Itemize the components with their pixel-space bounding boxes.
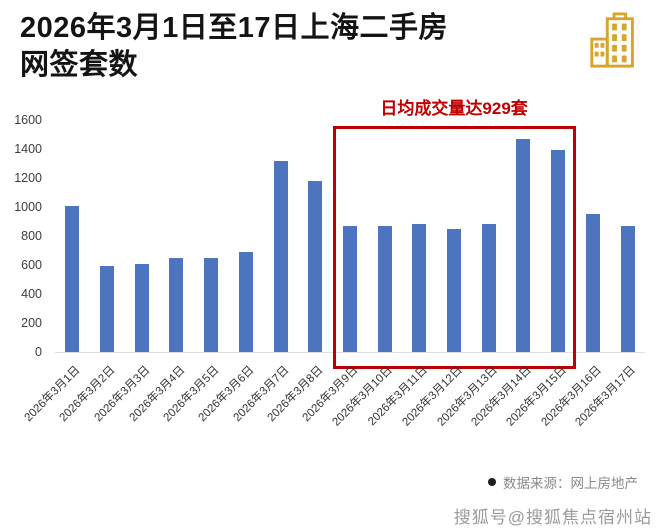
bar-slot (506, 120, 541, 352)
bar-slot (576, 120, 611, 352)
bar (273, 160, 288, 352)
bar-slot (159, 120, 194, 352)
bar (169, 257, 184, 352)
bar (204, 257, 219, 352)
bar-slot (124, 120, 159, 352)
bar (551, 150, 566, 352)
bar-slot (541, 120, 576, 352)
y-tick-label: 0 (35, 345, 42, 359)
bar (516, 138, 531, 352)
y-tick-label: 1400 (14, 142, 42, 156)
x-slot: 2026年3月17日 (574, 356, 645, 448)
y-tick-label: 1600 (14, 113, 42, 127)
x-axis-labels: 2026年3月1日 2026年3月2日 2026年3月3日 2026年3月4日 2026… (23, 356, 645, 448)
bar (308, 180, 323, 352)
bar (585, 214, 600, 352)
watermark: 搜狐号@搜狐焦点宿州站 (453, 508, 652, 527)
bar-slot (437, 120, 472, 352)
y-tick-label: 800 (21, 229, 42, 243)
bar (238, 251, 253, 352)
bar-slot (263, 120, 298, 352)
bar (342, 225, 357, 352)
bar (447, 228, 462, 352)
bar (100, 266, 115, 352)
bar-chart: 日均成交量达929套 0 200 400 600 800 1000 1200 1400 1600… (0, 88, 660, 450)
header: 2026年3月1日至17日上海二手房 网签套数 (20, 10, 570, 84)
y-axis: 0 200 400 600 800 1000 1200 1400 1600 (0, 113, 48, 359)
bar-slot (610, 120, 645, 352)
y-tick-label: 1200 (14, 171, 42, 185)
bar-slot (298, 120, 333, 352)
annotation: 日均成交量达929套 (380, 99, 528, 118)
data-source-row: 数据来源：网上房地产 (488, 472, 638, 492)
page-title-line1: 2026年3月1日至17日上海二手房 (20, 12, 449, 44)
dot-icon (488, 478, 496, 486)
bar-slot (402, 120, 437, 352)
bar (412, 224, 427, 352)
bar-slot (194, 120, 229, 352)
bar-slot (90, 120, 125, 352)
bar (620, 225, 635, 352)
y-tick-label: 400 (21, 287, 42, 301)
building-icon (590, 12, 634, 68)
y-tick-label: 200 (21, 316, 42, 330)
plot-area (55, 120, 645, 369)
bar-slot (55, 120, 90, 352)
bar (481, 224, 496, 352)
bar (65, 205, 80, 352)
data-source-label: 数据来源：网上房地产 (503, 476, 638, 491)
bar (377, 225, 392, 352)
bar-slot (229, 120, 264, 352)
bar-slot (333, 120, 368, 352)
bar-slot (471, 120, 506, 352)
bar-slot (367, 120, 402, 352)
y-tick-label: 600 (21, 258, 42, 272)
bar (134, 263, 149, 352)
y-tick-label: 1000 (14, 200, 42, 214)
page-title-line2: 网签套数 (20, 49, 139, 81)
